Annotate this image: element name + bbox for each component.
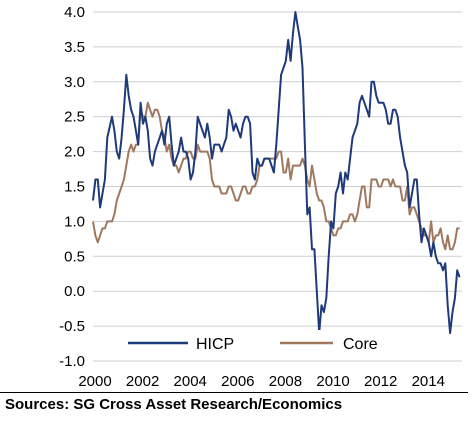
x-tick-label: 2002 xyxy=(126,373,159,390)
x-tick-label: 2004 xyxy=(174,373,207,390)
y-axis-labels: 4.0 3.5 3.0 2.5 2.0 1.5 1.0 0.5 0.0 -0.5 -1.0 xyxy=(59,4,85,370)
x-tick-label: 2014 xyxy=(412,373,445,390)
series-line-core xyxy=(92,101,460,251)
y-tick-label: 4.0 xyxy=(64,4,85,21)
y-tick-label: 1.0 xyxy=(64,213,85,230)
y-tick-label: 0.5 xyxy=(64,248,85,265)
y-tick-label: 3.0 xyxy=(64,74,85,91)
legend: HICP Core xyxy=(121,330,404,356)
y-tick-label: 1.5 xyxy=(64,179,85,196)
y-tick-label: 0.0 xyxy=(64,283,85,300)
y-tick-label: 2.5 xyxy=(64,109,85,126)
x-tick-label: 2008 xyxy=(269,373,302,390)
series-line-hicp xyxy=(92,11,461,335)
source-note: Sources: SG Cross Asset Research/Economi… xyxy=(5,396,343,413)
y-tick-label: -0.5 xyxy=(59,318,85,335)
x-axis-labels: 2000 2002 2004 2006 2008 2010 2012 2014 xyxy=(78,373,445,390)
x-tick-label: 2010 xyxy=(316,373,349,390)
x-tick-label: 2012 xyxy=(364,373,397,390)
y-tick-label: 2.0 xyxy=(64,144,85,161)
legend-label-core: Core xyxy=(343,336,378,353)
x-tick-label: 2000 xyxy=(78,373,111,390)
gridlines xyxy=(93,11,462,362)
y-tick-label: -1.0 xyxy=(59,353,85,370)
y-tick-label: 3.5 xyxy=(64,39,85,56)
series-lines xyxy=(92,11,461,335)
legend-label-hicp: HICP xyxy=(196,336,234,353)
x-tick-label: 2006 xyxy=(221,373,254,390)
source-divider xyxy=(0,392,468,393)
